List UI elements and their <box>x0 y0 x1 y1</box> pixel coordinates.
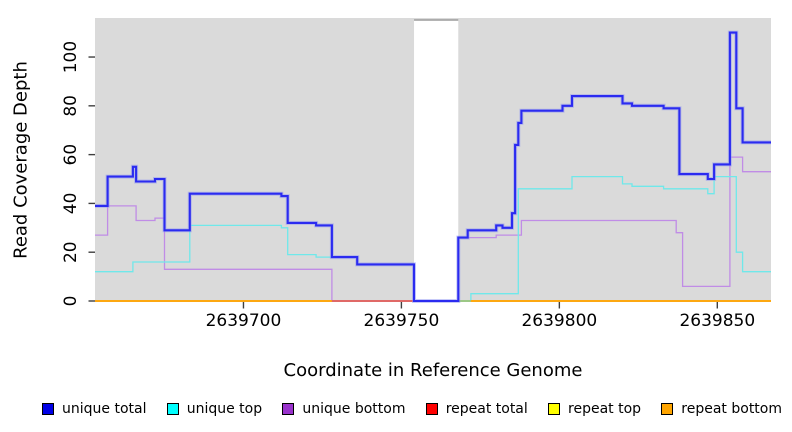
no-data-band <box>414 20 459 302</box>
y-tick-label: 100 <box>61 41 81 73</box>
legend-item-repeat-total: repeat total <box>425 401 528 417</box>
legend-label: repeat bottom <box>681 401 782 417</box>
y-tick-label: 60 <box>61 144 81 166</box>
series-unique-top <box>95 175 771 302</box>
series-unique-total <box>95 31 771 303</box>
legend-label: unique top <box>186 401 263 417</box>
legend-swatch <box>282 403 295 415</box>
y-tick-label: 80 <box>61 95 81 117</box>
legend-item-unique-bottom: unique bottom <box>282 401 405 417</box>
legend-swatch <box>166 403 179 415</box>
series-unique-bottom <box>95 156 771 302</box>
y-tick-label: 0 <box>61 296 81 307</box>
legend-swatch <box>548 403 561 415</box>
y-axis-title: Read Coverage Depth <box>10 61 32 259</box>
x-axis-title: Coordinate in Reference Genome <box>283 360 583 381</box>
x-tick-label: 2639850 <box>679 311 755 331</box>
legend-item-unique-top: unique top <box>166 401 263 417</box>
chart-legend: unique total unique top unique bottom repea… <box>42 399 782 419</box>
x-tick-label: 2639800 <box>521 311 597 331</box>
legend-item-repeat-bottom: repeat bottom <box>661 401 782 417</box>
legend-label: repeat top <box>568 401 642 417</box>
legend-label: repeat total <box>445 401 528 417</box>
legend-item-unique-total: unique total <box>42 401 146 417</box>
legend-swatch <box>661 403 674 415</box>
y-tick-label: 20 <box>61 241 81 263</box>
legend-label: unique total <box>62 401 147 417</box>
x-tick-label: 2639750 <box>364 311 440 331</box>
legend-label: unique bottom <box>302 401 406 417</box>
legend-item-repeat-top: repeat top <box>548 401 641 417</box>
legend-swatch <box>425 403 438 415</box>
legend-swatch <box>42 403 54 415</box>
y-tick-label: 40 <box>61 193 81 215</box>
x-tick-label: 2639700 <box>206 311 282 331</box>
